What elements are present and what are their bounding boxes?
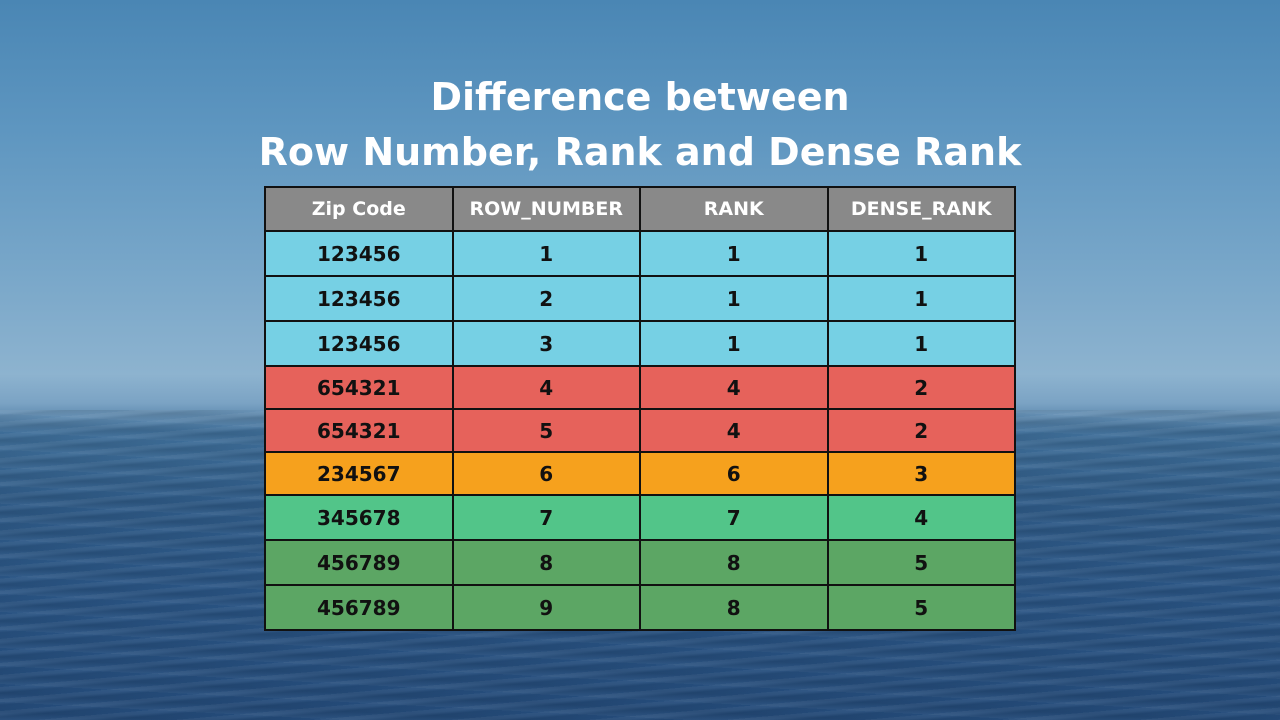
title-line-2: Row Number, Rank and Dense Rank [258,130,1022,174]
cell-zip-code: 123456 [264,275,454,322]
cell-zip-code: 456789 [264,539,454,586]
cell-zip-code: 123456 [264,320,454,367]
cell-zip-code: 654321 [264,365,454,410]
cell-row-number: 2 [451,275,641,322]
cell-dense-rank: 1 [826,275,1016,322]
table-row: 345678 7 7 4 [264,494,1016,541]
cell-rank: 1 [639,275,829,322]
table-row: 456789 8 8 5 [264,539,1016,586]
cell-zip-code: 234567 [264,451,454,496]
header-rank: RANK [639,186,829,232]
table-row: 654321 5 4 2 [264,408,1016,453]
cell-row-number: 1 [451,230,641,277]
cell-rank: 4 [639,365,829,410]
table-row: 234567 6 6 3 [264,451,1016,496]
table-row: 123456 3 1 1 [264,320,1016,367]
cell-dense-rank: 4 [826,494,1016,541]
ranking-table: Zip Code ROW_NUMBER RANK DENSE_RANK 1234… [264,186,1016,631]
header-row: Zip Code ROW_NUMBER RANK DENSE_RANK [264,186,1016,232]
table-row: 123456 1 1 1 [264,230,1016,277]
cell-zip-code: 345678 [264,494,454,541]
cell-dense-rank: 3 [826,451,1016,496]
header-zip-code: Zip Code [264,186,454,232]
table-row: 654321 4 4 2 [264,365,1016,410]
cell-zip-code: 654321 [264,408,454,453]
cell-row-number: 7 [451,494,641,541]
cell-zip-code: 123456 [264,230,454,277]
cell-rank: 8 [639,584,829,631]
cell-rank: 1 [639,230,829,277]
cell-dense-rank: 5 [826,539,1016,586]
cell-dense-rank: 2 [826,408,1016,453]
header-row-number: ROW_NUMBER [451,186,641,232]
cell-dense-rank: 5 [826,584,1016,631]
cell-row-number: 6 [451,451,641,496]
table-row: 123456 2 1 1 [264,275,1016,322]
table-row: 456789 9 8 5 [264,584,1016,631]
cell-rank: 7 [639,494,829,541]
cell-row-number: 8 [451,539,641,586]
cell-rank: 1 [639,320,829,367]
cell-rank: 4 [639,408,829,453]
cell-dense-rank: 2 [826,365,1016,410]
cell-row-number: 9 [451,584,641,631]
cell-row-number: 3 [451,320,641,367]
cell-zip-code: 456789 [264,584,454,631]
cell-row-number: 5 [451,408,641,453]
cell-rank: 6 [639,451,829,496]
cell-rank: 8 [639,539,829,586]
cell-row-number: 4 [451,365,641,410]
title-line-1: Difference between [430,75,850,119]
cell-dense-rank: 1 [826,230,1016,277]
cell-dense-rank: 1 [826,320,1016,367]
header-dense-rank: DENSE_RANK [826,186,1016,232]
